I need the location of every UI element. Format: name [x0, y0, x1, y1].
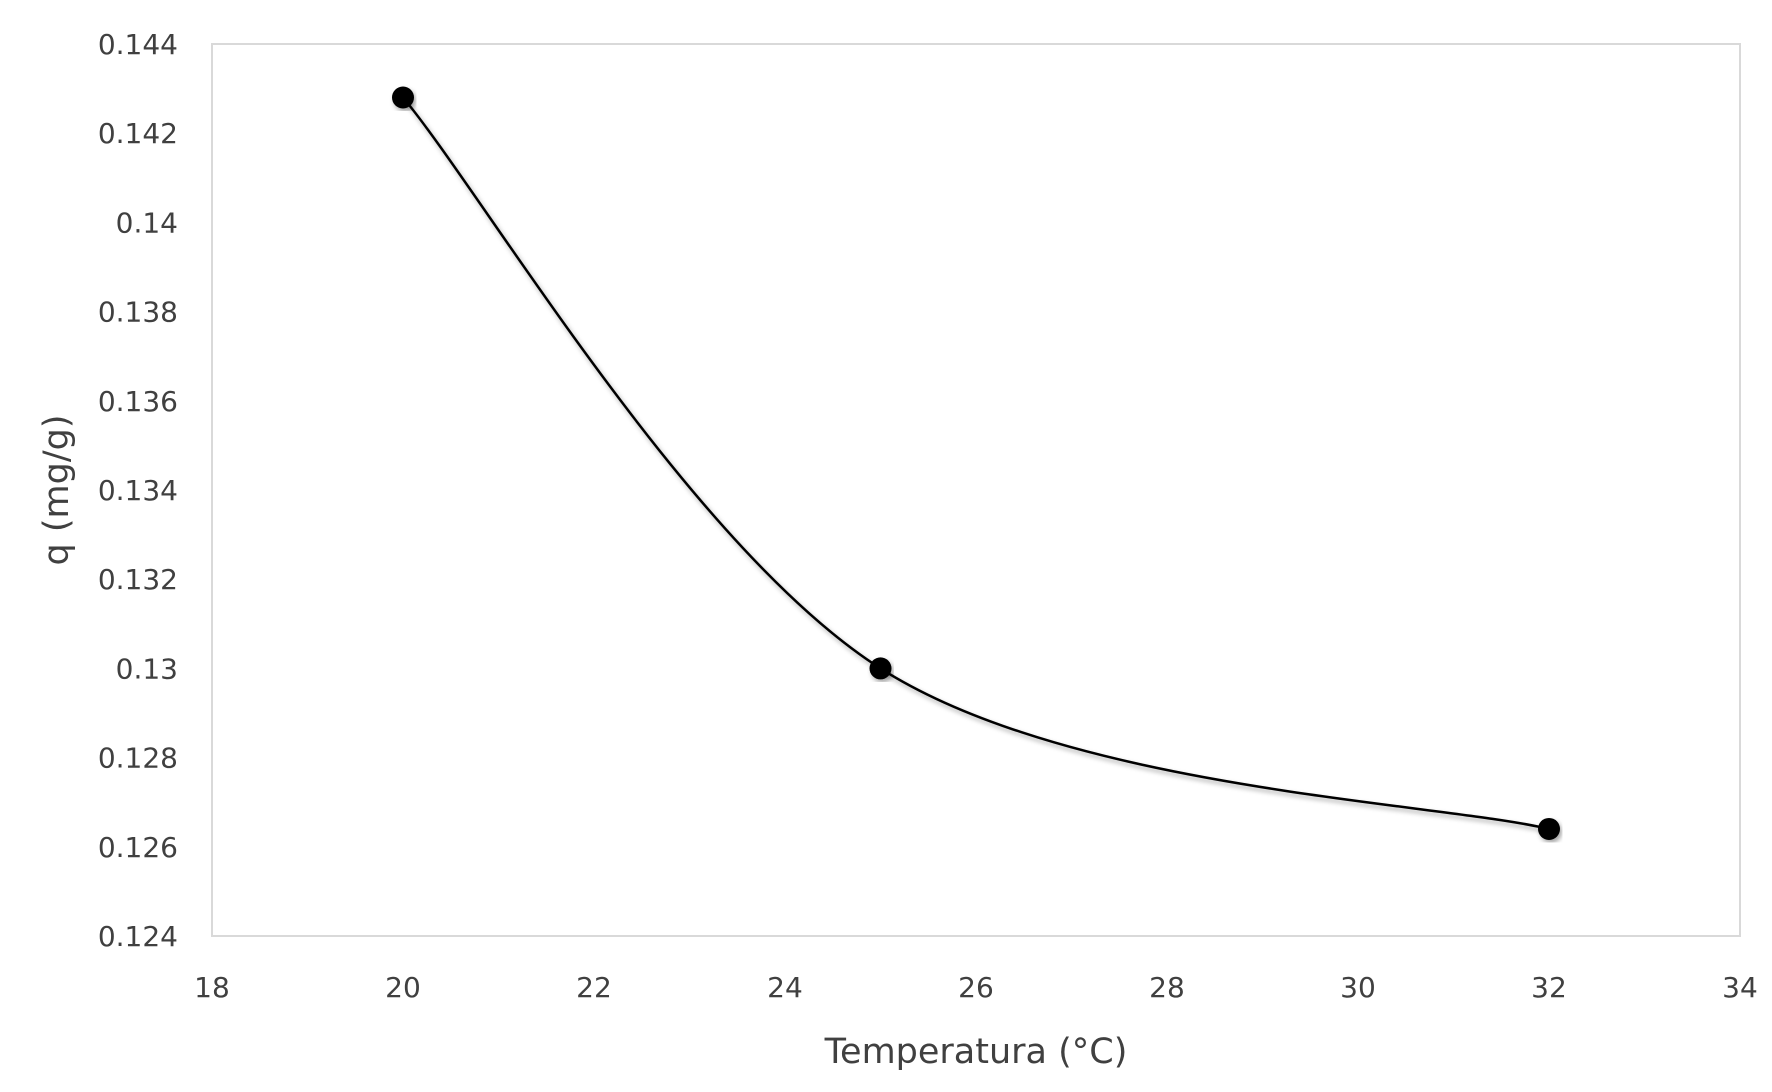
data-point [392, 86, 414, 109]
x-tick-label: 34 [1722, 971, 1758, 1004]
x-tick-label: 24 [767, 971, 803, 1004]
series-layer [392, 86, 1560, 840]
x-tick-label: 28 [1149, 971, 1185, 1004]
y-axis-ticks: 0.124 0.126 0.128 0.13 0.132 0.134 0.136 0.138 0… [98, 28, 178, 953]
y-tick-label: 0.144 [98, 28, 178, 61]
data-point [1538, 817, 1560, 840]
x-tick-label: 20 [385, 971, 421, 1004]
series-line [402, 96, 1550, 831]
y-tick-label: 0.136 [98, 385, 178, 418]
y-tick-label: 0.134 [98, 474, 178, 507]
y-tick-label: 0.128 [98, 742, 178, 775]
y-tick-label: 0.142 [98, 117, 178, 150]
plot-area-frame [211, 43, 1741, 937]
y-tick-label: 0.13 [116, 652, 178, 685]
y-tick-label: 0.126 [98, 831, 178, 864]
y-tick-label: 0.124 [98, 920, 178, 953]
x-tick-label: 22 [576, 971, 612, 1004]
x-tick-label: 30 [1340, 971, 1376, 1004]
x-tick-label: 26 [958, 971, 994, 1004]
x-axis-title: Temperatura (°C) [824, 1032, 1128, 1072]
y-tick-label: 0.138 [98, 296, 178, 329]
y-tick-label: 0.14 [116, 206, 178, 239]
x-axis-ticks: 18 20 22 24 26 28 30 32 34 [194, 971, 1758, 1004]
data-point [869, 657, 892, 680]
y-tick-label: 0.132 [98, 563, 178, 596]
x-tick-label: 18 [194, 971, 230, 1004]
x-tick-label: 32 [1531, 971, 1567, 1004]
y-axis-title: q (mg/g) [37, 415, 77, 566]
